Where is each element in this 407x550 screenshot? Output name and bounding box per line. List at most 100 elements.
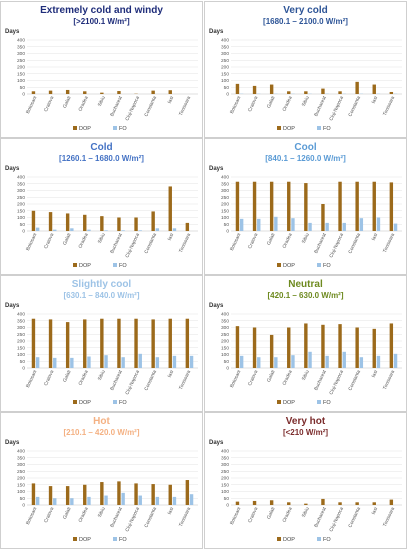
bar-fo	[308, 351, 312, 368]
chart-subtitle: [1260.1 – 1680.0 W/m²]	[59, 154, 144, 163]
x-tick-label: Bucharest	[313, 369, 328, 392]
bar-fo	[189, 355, 194, 368]
y-tick-label: 250	[221, 332, 229, 338]
bar-fo	[239, 355, 244, 368]
bar-fo	[376, 355, 381, 368]
bar-fo	[155, 357, 160, 368]
chart-panel: Very cold [1680.1 – 2100.0 W/m²] Days 0 50 10…	[204, 1, 407, 138]
y-tick-label: 350	[221, 455, 229, 461]
y-axis-label: Days	[209, 166, 224, 172]
x-tick-label: Timisoara	[178, 232, 192, 254]
x-tick-label: Iasi	[167, 369, 176, 378]
y-tick-label: 350	[221, 181, 229, 187]
chart-panel: Cold [1260.1 – 1680.0 W/m²] Days 0 50 100 150 2…	[0, 138, 203, 275]
x-tick-label: Timisoara	[178, 95, 192, 117]
x-tick-label: Cluj-Napoca	[124, 369, 141, 396]
y-tick-label: 0	[22, 92, 25, 98]
legend-label: DOP	[79, 400, 91, 406]
legend-swatch	[317, 126, 321, 130]
x-tick-label: Oradea	[77, 232, 89, 249]
y-tick-label: 300	[17, 51, 25, 57]
bar-dop	[100, 482, 104, 505]
bar-fo	[393, 353, 398, 368]
legend-label: DOP	[283, 400, 295, 406]
y-tick-label: 200	[221, 202, 229, 208]
y-tick-label: 400	[221, 175, 229, 181]
y-tick-label: 350	[17, 181, 25, 187]
chart-title: Hot	[93, 416, 110, 427]
chart-title: Very cold	[283, 5, 328, 16]
x-tick-label: Botosani	[229, 232, 242, 251]
bar-dop	[389, 182, 394, 231]
legend-label: FO	[323, 400, 331, 406]
chart-subtitle: [<210 W/m²]	[282, 428, 329, 437]
bar-fo	[342, 222, 346, 231]
bar-fo	[70, 498, 74, 505]
bar-fo	[138, 353, 142, 368]
x-tick-label: Cluj-Napoca	[328, 506, 345, 533]
x-tick-label: Oradea	[281, 232, 293, 249]
y-tick-label: 150	[221, 482, 229, 488]
bar-dop	[117, 481, 121, 505]
y-tick-label: 350	[17, 318, 25, 324]
bar-fo	[308, 222, 312, 231]
y-tick-label: 50	[20, 85, 26, 91]
legend-swatch	[73, 400, 77, 404]
bar-dop	[31, 483, 36, 505]
bar-fo	[121, 230, 125, 231]
bar-fo	[359, 218, 364, 231]
y-axis-label: Days	[209, 303, 224, 309]
bar-dop	[168, 186, 172, 231]
y-tick-label: 200	[17, 65, 25, 71]
x-tick-label: Iasi	[371, 369, 380, 378]
y-axis-label: Days	[5, 440, 20, 446]
y-tick-label: 50	[224, 85, 230, 91]
bar-fo	[70, 357, 74, 368]
y-tick-label: 200	[221, 65, 229, 71]
y-tick-label: 100	[221, 215, 229, 221]
bar-dop	[83, 214, 87, 231]
bar-dop	[134, 217, 138, 231]
bar-fo	[393, 223, 398, 231]
x-tick-label: Cluj-Napoca	[328, 369, 345, 396]
x-tick-label: Galati	[62, 232, 73, 246]
y-tick-label: 400	[17, 312, 25, 318]
y-axis-label: Days	[209, 29, 223, 35]
x-tick-label: Bucharest	[109, 369, 124, 392]
chart-panel: Cool [840.1 – 1260.0 W/m²] Days 0 50 100 150 20…	[204, 138, 407, 275]
y-tick-label: 0	[22, 229, 25, 235]
y-tick-label: 100	[17, 489, 25, 495]
y-tick-label: 100	[221, 489, 229, 495]
legend-swatch	[73, 537, 77, 541]
y-axis-label: Days	[5, 29, 19, 35]
x-tick-label: Craiova	[43, 369, 56, 387]
bar-dop	[151, 211, 155, 231]
bar-dop	[117, 217, 121, 231]
x-tick-label: Galati	[62, 95, 73, 109]
bar-fo	[274, 216, 278, 231]
legend-swatch	[277, 537, 281, 541]
x-tick-label: Sibiu	[301, 95, 311, 108]
bar-dop	[304, 323, 308, 368]
y-tick-label: 400	[17, 175, 25, 181]
x-tick-label: Cluj-Napoca	[328, 232, 345, 259]
y-tick-label: 50	[20, 496, 26, 502]
bar-fo	[53, 498, 57, 505]
x-tick-label: Cluj-Napoca	[124, 506, 141, 533]
bar-dop	[355, 181, 359, 231]
x-tick-label: Sibiu	[301, 369, 311, 382]
y-tick-label: 250	[221, 469, 229, 475]
bar-dop	[151, 484, 155, 505]
x-tick-label: Botosani	[229, 506, 242, 525]
legend-label: FO	[119, 126, 127, 132]
legend-label: DOP	[283, 537, 295, 543]
bar-dop	[372, 181, 376, 231]
x-tick-label: Sibiu	[97, 95, 107, 108]
legend-swatch	[113, 263, 117, 267]
bar-dop	[31, 210, 36, 231]
legend-swatch	[317, 263, 321, 267]
chart-title: Slightly cool	[71, 279, 132, 290]
